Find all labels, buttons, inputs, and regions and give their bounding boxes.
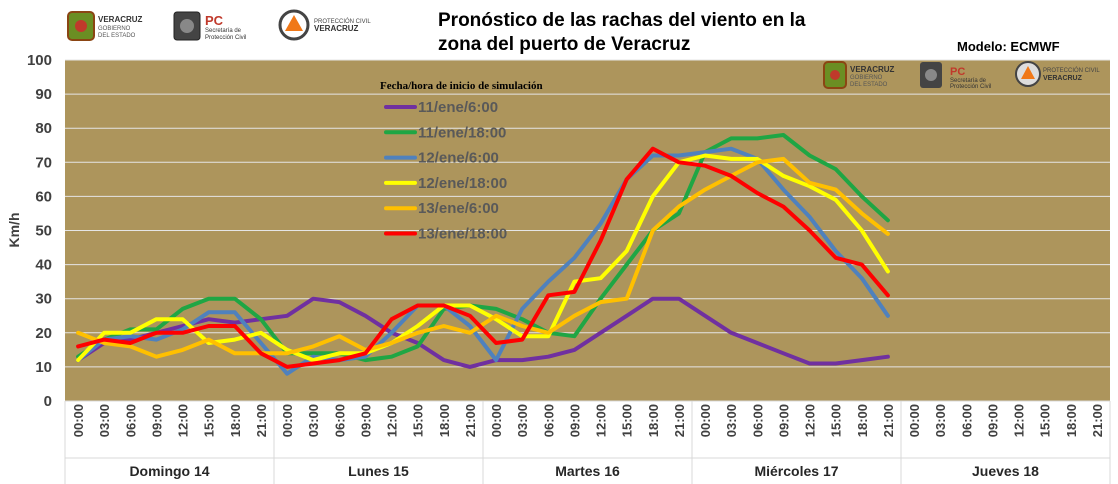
y-tick-label: 30 xyxy=(35,291,52,308)
x-tick-label: 09:00 xyxy=(358,404,373,437)
legend-title: Fecha/hora de inicio de simulación xyxy=(380,80,543,92)
x-tick-label: 03:00 xyxy=(933,404,948,437)
y-tick-label: 20 xyxy=(35,325,52,342)
watermark-pcv-line1: PROTECCIÓN CIVIL xyxy=(1043,67,1100,74)
legend: Fecha/hora de inicio de simulación 11/en… xyxy=(380,80,543,243)
y-tick-label: 90 xyxy=(35,86,52,103)
x-tick-label: 12:00 xyxy=(176,404,191,437)
pc-logo: PC Secretaría de Protección Civil xyxy=(173,11,246,41)
watermark-veracruz-line3: DEL ESTADO xyxy=(850,82,888,88)
y-axis: 0 10 20 30 40 50 60 70 80 90 100 xyxy=(27,52,52,410)
legend-entry: 11/ene/6:00 xyxy=(418,99,498,116)
x-tick-label: 12:00 xyxy=(594,404,609,437)
x-tick-label: 09:00 xyxy=(149,404,164,437)
veracruz-logo: VERACRUZ GOBIERNO DEL ESTADO xyxy=(67,11,143,41)
x-tick-label: 12:00 xyxy=(1012,404,1027,437)
x-tick-label: 18:00 xyxy=(1064,404,1079,437)
watermark-logos: VERACRUZ GOBIERNO DEL ESTADO PC Secretar… xyxy=(823,61,1100,90)
y-tick-label: 40 xyxy=(35,257,52,274)
legend-entry: 11/ene/18:00 xyxy=(418,124,506,141)
day-label: Domingo 14 xyxy=(129,463,209,479)
x-tick-label: 15:00 xyxy=(202,404,217,437)
pcv-logo-line2: VERACRUZ xyxy=(314,24,359,33)
chart-title-line2: zona del puerto de Veracruz xyxy=(438,34,690,55)
x-tick-label: 18:00 xyxy=(437,404,452,437)
x-tick-label: 12:00 xyxy=(803,404,818,437)
x-tick-label: 21:00 xyxy=(254,404,269,437)
x-tick-label: 00:00 xyxy=(907,404,922,437)
y-tick-label: 100 xyxy=(27,52,52,69)
day-label: Lunes 15 xyxy=(348,463,409,479)
x-tick-label: 18:00 xyxy=(228,404,243,437)
x-axis: 00:00 03:00 06:00 09:00 12:00 15:00 18:00 21:00… xyxy=(64,400,1111,484)
pcv-logo: PROTECCIÓN CIVIL VERACRUZ xyxy=(278,9,371,41)
watermark-pc-line3: Protección Civil xyxy=(950,84,991,90)
series-line xyxy=(76,146,890,369)
y-tick-label: 80 xyxy=(35,120,52,137)
x-tick-label: 03:00 xyxy=(97,404,112,437)
x-tick-label: 21:00 xyxy=(1090,404,1105,437)
x-tick-label: 12:00 xyxy=(385,404,400,437)
watermark-pc-line2: Secretaría de xyxy=(950,78,987,84)
x-tick-label: 18:00 xyxy=(855,404,870,437)
veracruz-logo-line2: GOBIERNO xyxy=(98,26,131,32)
pc-logo-line1: PC xyxy=(205,13,224,28)
y-tick-label: 70 xyxy=(35,154,52,171)
series-line xyxy=(76,156,890,359)
y-tick-label: 10 xyxy=(35,359,52,376)
veracruz-logo-line3: DEL ESTADO xyxy=(98,33,136,39)
day-label: Martes 16 xyxy=(555,463,620,479)
pc-logo-line3: Protección Civil xyxy=(205,35,246,41)
x-tick-label: 03:00 xyxy=(724,404,739,437)
watermark-pcv-line2: VERACRUZ xyxy=(1043,75,1083,82)
x-tick-label: 06:00 xyxy=(123,404,138,437)
x-tick-label: 15:00 xyxy=(1038,404,1053,437)
watermark-pcv-logo: PROTECCIÓN CIVIL VERACRUZ xyxy=(1015,61,1100,87)
x-tick-label: 21:00 xyxy=(881,404,896,437)
pcv-logo-line1: PROTECCIÓN CIVIL xyxy=(314,18,371,25)
pc-logo-line2: Secretaría de xyxy=(205,28,242,34)
legend-entry: 13/ene/18:00 xyxy=(418,226,507,243)
x-tick-label: 03:00 xyxy=(515,404,530,437)
y-tick-label: 50 xyxy=(35,223,52,240)
x-tick-label: 00:00 xyxy=(489,404,504,437)
x-tick-label: 21:00 xyxy=(672,404,687,437)
x-tick-label: 15:00 xyxy=(620,404,635,437)
day-label: Jueves 18 xyxy=(972,463,1039,479)
x-tick-label: 09:00 xyxy=(567,404,582,437)
watermark-veracruz-line2: GOBIERNO xyxy=(850,75,883,81)
x-tick-label: 06:00 xyxy=(750,404,765,437)
legend-entry: 12/ene/18:00 xyxy=(418,175,507,192)
series-line xyxy=(76,296,890,369)
y-tick-label: 0 xyxy=(44,393,52,410)
legend-entry: 13/ene/6:00 xyxy=(418,200,499,217)
watermark-pc-line1: PC xyxy=(950,66,965,78)
y-tick-label: 60 xyxy=(35,188,52,205)
chart-title-line1: Pronóstico de las rachas del viento en l… xyxy=(438,10,806,31)
series-lines xyxy=(76,133,890,376)
x-tick-label: 06:00 xyxy=(959,404,974,437)
x-tick-label: 15:00 xyxy=(411,404,426,437)
series-line xyxy=(76,133,890,363)
watermark-veracruz-line1: VERACRUZ xyxy=(850,65,895,74)
watermark-veracruz-logo: VERACRUZ GOBIERNO DEL ESTADO xyxy=(823,61,895,89)
x-tick-label: 09:00 xyxy=(985,404,1000,437)
x-tick-label: 03:00 xyxy=(306,404,321,437)
veracruz-logo-line1: VERACRUZ xyxy=(98,15,143,24)
x-tick-label: 00:00 xyxy=(71,404,86,437)
y-axis-label: Km/h xyxy=(6,213,22,248)
model-label: Modelo: ECMWF xyxy=(957,39,1060,54)
x-tick-label: 09:00 xyxy=(776,404,791,437)
day-label: Miércoles 17 xyxy=(754,463,838,479)
x-tick-label: 21:00 xyxy=(463,404,478,437)
x-tick-label: 06:00 xyxy=(541,404,556,437)
watermark-pc-logo: PC Secretaría de Protección Civil xyxy=(920,62,991,90)
x-tick-label: 00:00 xyxy=(698,404,713,437)
x-tick-label: 15:00 xyxy=(829,404,844,437)
x-tick-label: 00:00 xyxy=(280,404,295,437)
x-tick-label: 06:00 xyxy=(332,404,347,437)
x-tick-label: 18:00 xyxy=(646,404,661,437)
legend-entry: 12/ene/6:00 xyxy=(418,150,499,167)
